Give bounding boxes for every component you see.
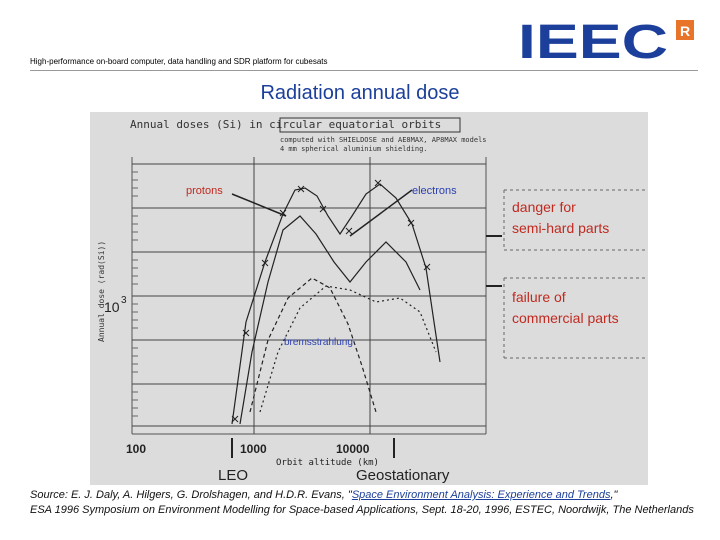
chart-note-2: 4 mm spherical aluminium shielding.: [280, 145, 428, 153]
ieec-logo: IEEC R: [518, 18, 694, 66]
failure-box: [503, 277, 645, 359]
grid-lines: [132, 163, 486, 427]
dose-chart: Annual doses (Si) in circular equatorial…: [97, 117, 645, 484]
y-mid-label: 10: [104, 299, 120, 315]
slide-title: Radiation annual dose: [260, 82, 460, 104]
caption-suffix: ,": [610, 489, 618, 501]
chart-note-1: computed with SHIELDOSE and AE8MAX, AP8M…: [280, 136, 487, 144]
header-subtitle: High-performance on-board computer, data…: [30, 57, 328, 66]
danger-label-1: danger for: [512, 199, 576, 215]
curve-electrons: [249, 277, 377, 413]
curve-protons: [239, 215, 421, 425]
curve-markers: [231, 179, 431, 423]
caption-prefix: Source: E. J. Daly, A. Hilgers, G. Drols…: [30, 489, 352, 501]
curve-brems: [259, 285, 437, 413]
chart-title: Annual doses (Si) in circular equatorial…: [130, 118, 441, 131]
label-leo: LEO: [218, 467, 248, 484]
failure-label-2: commercial parts: [512, 310, 619, 326]
y-axis-ticks: [132, 171, 138, 417]
x-tick-1000: 1000: [240, 442, 267, 456]
caption-line-2: ESA 1996 Symposium on Environment Modell…: [30, 504, 694, 516]
chart-title-box: [279, 117, 461, 133]
danger-label-2: semi-hard parts: [512, 220, 609, 236]
danger-box: [503, 189, 645, 251]
curve-total: [231, 183, 441, 425]
x-tick-100: 100: [126, 442, 146, 456]
arrow-protons: [231, 193, 287, 217]
dose-curves: [231, 183, 441, 425]
x-axis-title: Orbit altitude (km): [276, 458, 379, 468]
logo-text: IEEC: [518, 18, 668, 66]
label-geo: Geostationary: [356, 467, 450, 484]
y-mid-exponent: 3: [121, 295, 127, 306]
logo-mark-box: [676, 20, 694, 40]
x-tick-10000: 10000: [336, 442, 370, 456]
failure-label-1: failure of: [512, 289, 566, 305]
header-divider: [30, 70, 698, 71]
caption-link[interactable]: Space Environment Analysis: Experience a…: [351, 489, 611, 501]
radiation-dose-figure: Annual doses (Si) in circular equatorial…: [90, 112, 648, 485]
logo-mark: R: [680, 23, 690, 39]
arrow-electrons: [349, 189, 413, 237]
y-axis-label: Annual dose (rad(Si)): [97, 241, 106, 342]
label-bremsstrahlung: bremsstrahlung: [284, 337, 353, 348]
label-protons: protons: [186, 185, 223, 197]
source-caption: Source: E. J. Daly, A. Hilgers, G. Drols…: [30, 488, 700, 518]
label-electrons: electrons: [412, 185, 457, 197]
